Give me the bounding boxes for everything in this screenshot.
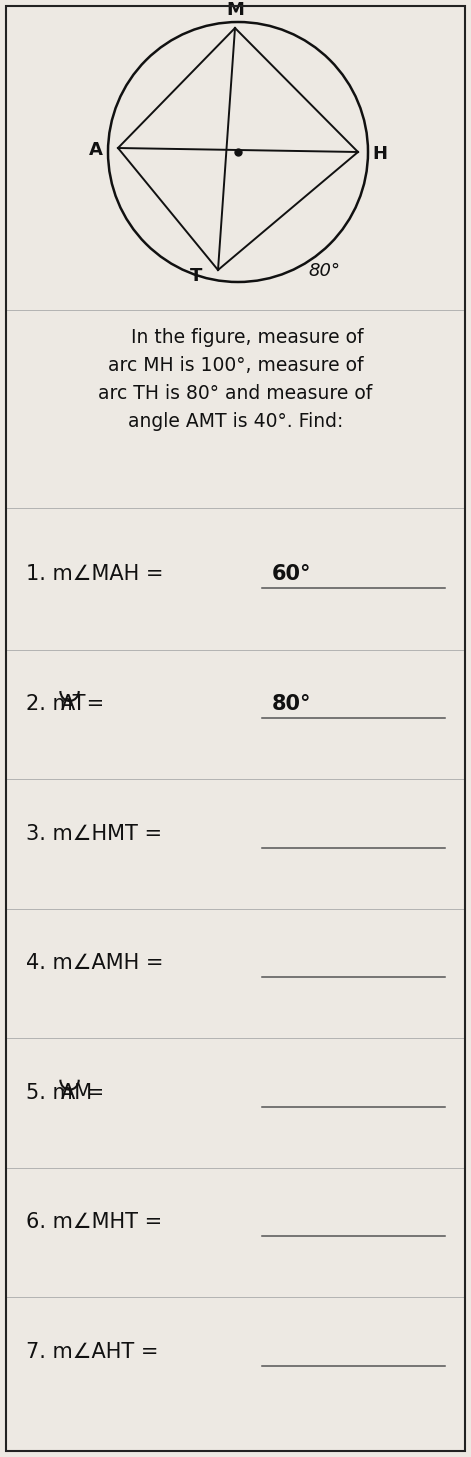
Text: 2. m: 2. m — [26, 694, 73, 714]
Text: 7. m∠AHT =: 7. m∠AHT = — [26, 1342, 165, 1362]
Text: =: = — [80, 694, 104, 714]
Text: In the figure, measure of
arc MH is 100°, measure of
arc TH is 80° and measure o: In the figure, measure of arc MH is 100°… — [98, 328, 373, 431]
Text: AT: AT — [61, 694, 87, 714]
Text: 5. m: 5. m — [26, 1083, 73, 1103]
Text: 6. m∠MHT =: 6. m∠MHT = — [26, 1212, 169, 1233]
Text: 1. m∠MAH =: 1. m∠MAH = — [26, 564, 170, 584]
Text: AM: AM — [61, 1083, 93, 1103]
Text: M: M — [226, 1, 244, 19]
Text: 3. m∠HMT =: 3. m∠HMT = — [26, 823, 169, 844]
Text: 60°: 60° — [272, 564, 311, 584]
Text: 80°: 80° — [272, 694, 311, 714]
Text: T: T — [190, 267, 202, 286]
Text: A: A — [89, 141, 103, 159]
Text: 80°: 80° — [308, 262, 340, 280]
Text: =: = — [80, 1083, 104, 1103]
Text: 4. m∠AMH =: 4. m∠AMH = — [26, 953, 170, 973]
Text: H: H — [373, 146, 388, 163]
